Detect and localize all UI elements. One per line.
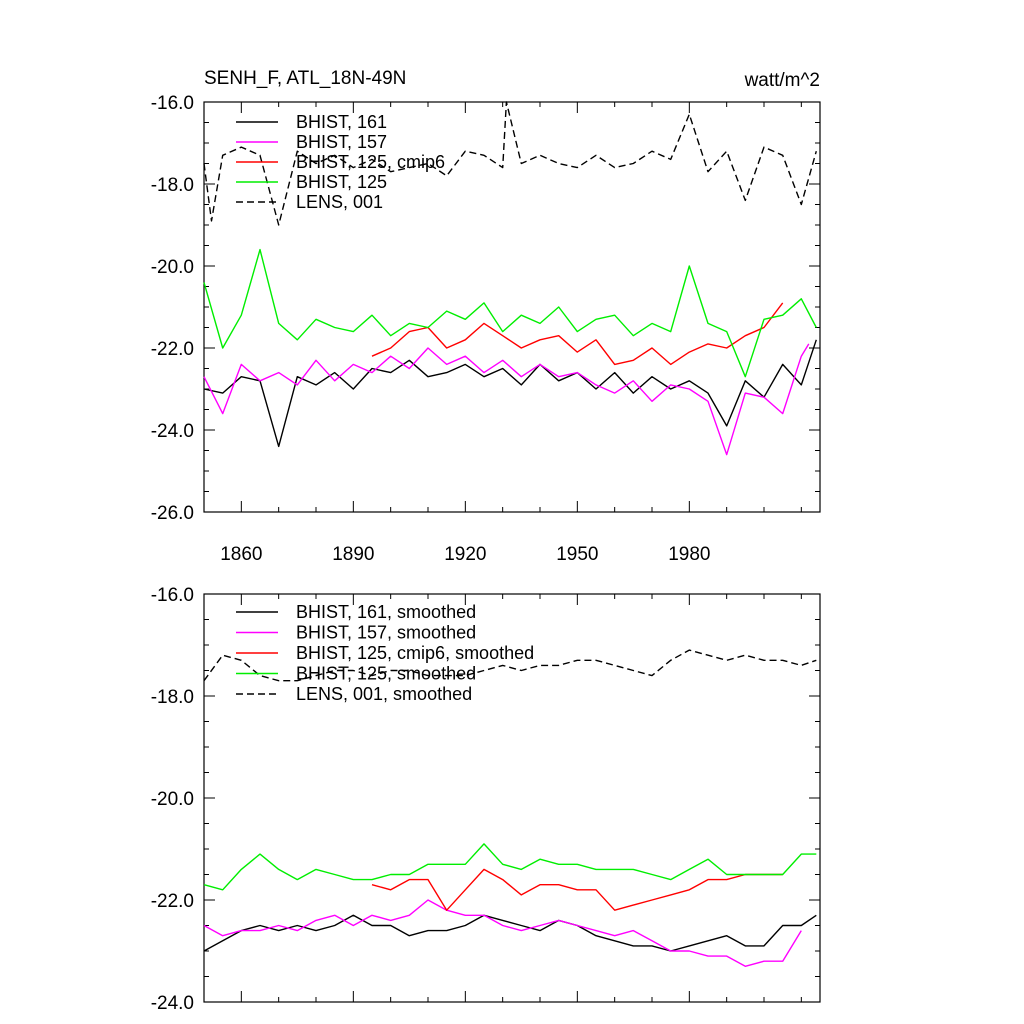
x-tick-label: 1920 (444, 544, 486, 565)
series-line-bhist-125-cmip6-smoothed (371, 868, 783, 911)
legend-entry-bhist-157: BHIST, 157 (296, 132, 387, 152)
y-tick-label: -24.0 (151, 421, 194, 442)
legend-entry-lens-001-smoothed: LENS, 001, smoothed (296, 684, 472, 704)
legend-entry-bhist-157-smoothed: BHIST, 157, smoothed (296, 623, 476, 643)
series-line-bhist-125 (203, 248, 817, 378)
y-tick-label: -18.0 (151, 175, 194, 196)
x-tick-label: 1980 (668, 544, 710, 565)
y-tick-label: -20.0 (151, 789, 194, 810)
top-panel: -26.0 -24.0 -22.0 -20.0 -18.0 -16.0 1860 1890 19… (151, 93, 821, 565)
series-line-bhist-157-smoothed (203, 899, 802, 967)
series-line-bhist-161 (203, 339, 817, 448)
chart-title: SENH_F, ATL_18N-49N (204, 68, 406, 89)
series-line-bhist-125-cmip6 (371, 302, 784, 366)
legend-entry-bhist-161: BHIST, 161 (296, 112, 387, 132)
y-tick-label: -22.0 (151, 891, 194, 912)
series-line-lens-001-smoothed (203, 649, 817, 682)
legend-entry-bhist-161-smoothed: BHIST, 161, smoothed (296, 602, 476, 622)
y-tick-label: -20.0 (151, 257, 194, 278)
y-tick-label: -16.0 (151, 93, 194, 114)
series-line-bhist-161-smoothed (203, 914, 817, 952)
x-tick-label: 1860 (220, 544, 262, 565)
bottom-panel: -24.0 -22.0 -20.0 -18.0 -16.0 BHIST, 161, smo… (151, 585, 821, 1014)
legend-entry-bhist-125: BHIST, 125 (296, 172, 387, 192)
series-line-bhist-157 (203, 343, 810, 456)
legend-entry-lens-001: LENS, 001 (296, 192, 383, 212)
y-tick-label: -18.0 (151, 687, 194, 708)
y-tick-label: -16.0 (151, 585, 194, 606)
series-line-lens-001 (203, 101, 817, 226)
legend-entry-bhist-125-cmip6: BHIST, 125, cmip6 (296, 152, 445, 172)
chart-units-label: watt/m^2 (744, 70, 820, 91)
legend-entry-bhist-125-smoothed: BHIST, 125, smoothed (296, 664, 476, 684)
y-tick-label: -22.0 (151, 339, 194, 360)
y-tick-label: -24.0 (151, 993, 194, 1014)
x-tick-label: 1890 (332, 544, 374, 565)
y-tick-label: -26.0 (151, 503, 194, 524)
x-tick-label: 1950 (556, 544, 598, 565)
legend-entry-bhist-125-cmip6-smoothed: BHIST, 125, cmip6, smoothed (296, 643, 534, 663)
series-line-bhist-125-smoothed (203, 843, 817, 891)
